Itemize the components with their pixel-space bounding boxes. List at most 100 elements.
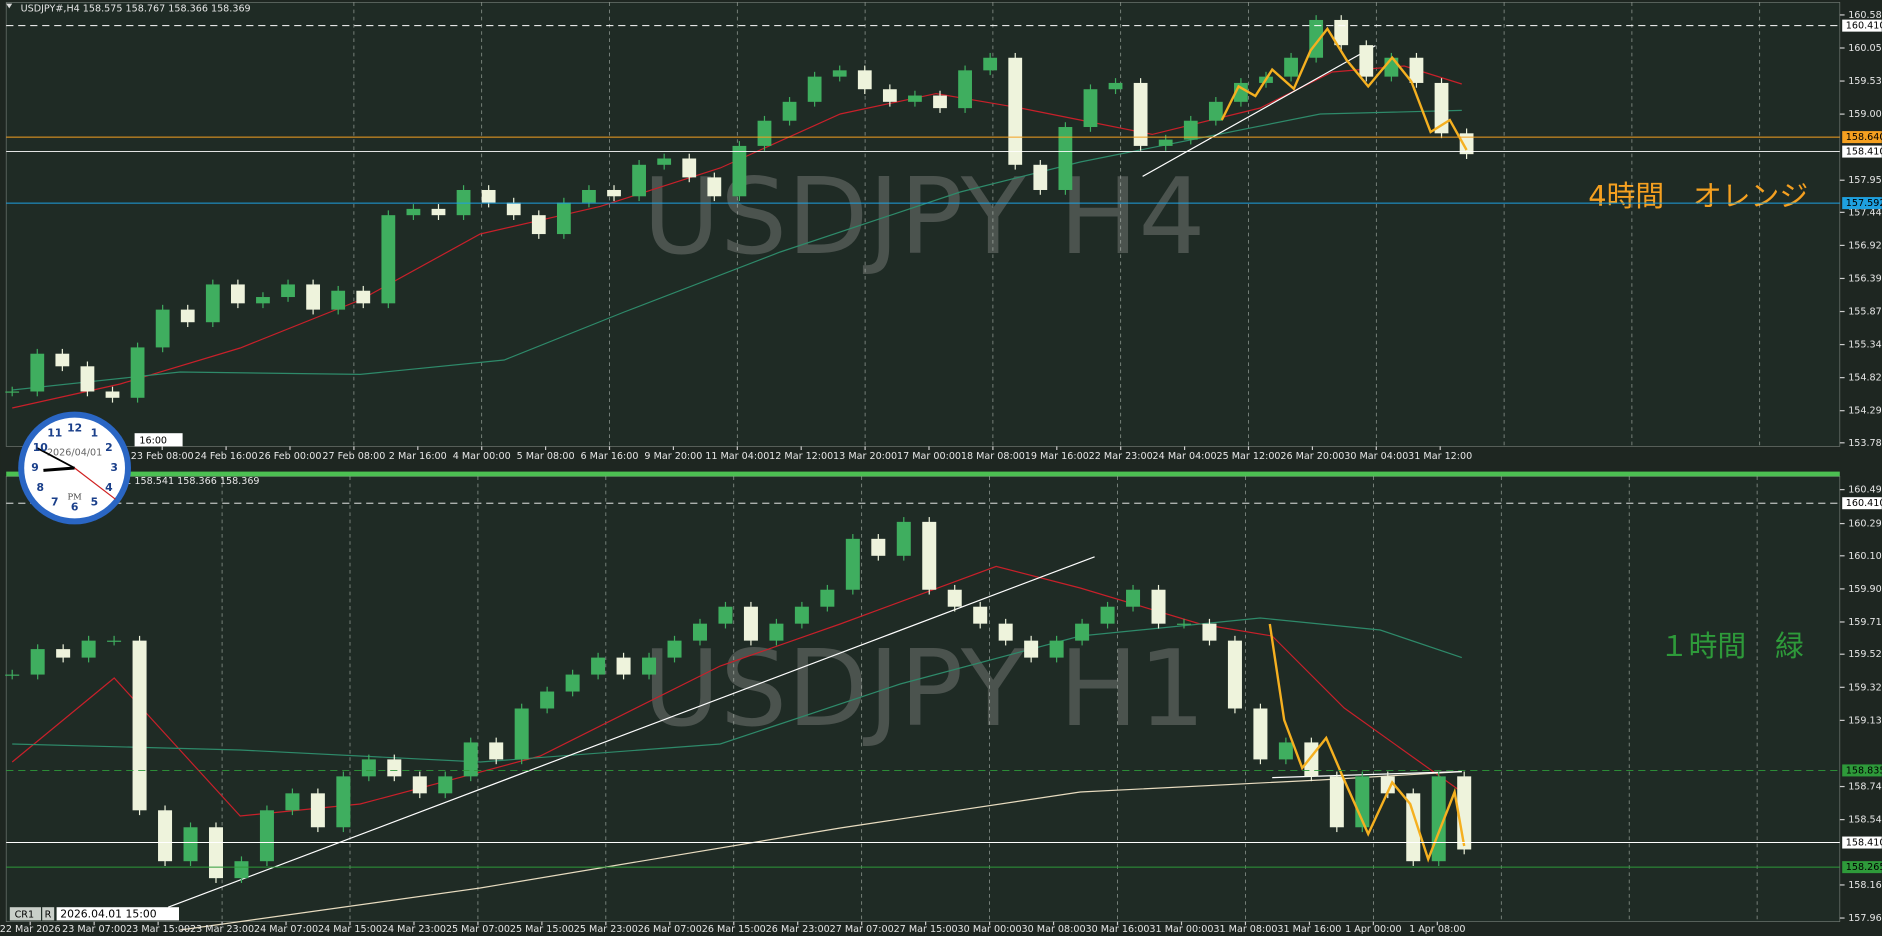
candle bbox=[832, 70, 847, 77]
x-tick-label: 24 Mar 07:00 bbox=[254, 924, 318, 935]
y-tick-label: 159.325 bbox=[1848, 682, 1882, 693]
price-label: 160.410 bbox=[1846, 21, 1882, 32]
candle bbox=[234, 861, 249, 879]
candle bbox=[81, 640, 96, 658]
clock-meridiem: PM bbox=[67, 491, 82, 501]
y-tick-label: 159.710 bbox=[1848, 617, 1882, 628]
y-tick-label: 154.295 bbox=[1848, 406, 1882, 417]
candle bbox=[310, 793, 325, 828]
candle bbox=[616, 657, 631, 675]
price-label-box bbox=[1842, 145, 1882, 158]
candle bbox=[871, 538, 886, 556]
watermarks: USDJPY H4 4時間 オレンジ USDJPY H1 １時間 緑 bbox=[643, 155, 1808, 750]
y-tick-label: 157.965 bbox=[1848, 913, 1882, 924]
y-tick-label: 159.905 bbox=[1848, 584, 1882, 595]
candle bbox=[387, 759, 402, 777]
grid bbox=[221, 2, 1761, 922]
tag-label[interactable]: R bbox=[45, 909, 52, 920]
candle bbox=[1384, 57, 1399, 77]
candle bbox=[896, 521, 911, 556]
x-tick-label: 31 Mar 12:00 bbox=[1408, 451, 1472, 462]
candle bbox=[1151, 589, 1166, 624]
candle bbox=[412, 776, 427, 794]
candle bbox=[908, 95, 922, 102]
x-tick-label: 27 Feb 08:00 bbox=[322, 451, 385, 462]
y-tick-label: 157.445 bbox=[1848, 207, 1882, 218]
candle bbox=[381, 215, 396, 304]
trendline bbox=[1272, 771, 1462, 779]
candle bbox=[657, 158, 672, 165]
tag[interactable] bbox=[42, 907, 55, 921]
x-tick-label: 30 Mar 08:00 bbox=[1022, 924, 1086, 935]
candle bbox=[30, 353, 45, 392]
candle bbox=[718, 606, 733, 624]
candle bbox=[591, 657, 606, 675]
x-tick-label: 25 Mar 12:00 bbox=[1216, 451, 1280, 462]
candle bbox=[56, 649, 71, 658]
candle bbox=[540, 691, 555, 709]
x-tick-label: 30 Mar 00:00 bbox=[958, 924, 1022, 935]
header: USDJPY#,H4 158.575 158.767 158.366 158.3… bbox=[21, 3, 251, 14]
x-tick-label: 26 Mar 07:00 bbox=[638, 924, 702, 935]
price-label-box bbox=[1842, 764, 1882, 777]
price-label-box bbox=[1842, 197, 1882, 210]
x-tick-label: 23 Mar 07:00 bbox=[62, 924, 126, 935]
clock-number: 4 bbox=[105, 481, 113, 494]
candle bbox=[256, 297, 270, 304]
y-tick-label: 155.870 bbox=[1848, 307, 1882, 318]
candle bbox=[632, 164, 646, 197]
candle bbox=[642, 657, 657, 675]
x-tick-label: 30 Mar 04:00 bbox=[1344, 451, 1408, 462]
candle bbox=[531, 215, 546, 235]
candle bbox=[782, 101, 797, 121]
y-tick-label: 153.785 bbox=[1848, 438, 1882, 449]
y-tick-label: 159.130 bbox=[1848, 715, 1882, 726]
candle bbox=[514, 708, 529, 760]
candle bbox=[1176, 623, 1191, 625]
x-tick-label: 22 Mar 2026 bbox=[0, 924, 61, 935]
tag[interactable] bbox=[9, 907, 42, 921]
x-tick-label: 12 Mar 12:00 bbox=[769, 451, 833, 462]
price-label-box bbox=[1842, 836, 1882, 849]
y-tick-label: 155.345 bbox=[1848, 340, 1882, 351]
candle bbox=[1406, 793, 1421, 862]
y-tick-label: 158.545 bbox=[1848, 815, 1882, 826]
candle bbox=[1024, 640, 1039, 658]
candle bbox=[158, 810, 173, 862]
candle bbox=[1284, 57, 1298, 77]
y-tick-label: 159.530 bbox=[1848, 76, 1882, 87]
candle bbox=[973, 606, 988, 624]
candle bbox=[922, 521, 937, 590]
status-time: 2026.04.01 15:00 bbox=[60, 907, 156, 920]
clock-number: 2 bbox=[105, 441, 113, 454]
clock-number: 9 bbox=[31, 461, 39, 474]
candle bbox=[285, 793, 300, 811]
candle bbox=[882, 89, 897, 102]
x-tick-label: 1 Apr 00:00 bbox=[1345, 924, 1401, 935]
x-tick-label: 25 Mar 07:00 bbox=[446, 924, 510, 935]
candle bbox=[431, 208, 446, 216]
x-tick-label: 6 Mar 16:00 bbox=[581, 451, 639, 462]
candle bbox=[565, 674, 580, 692]
tag-label[interactable]: CR1 bbox=[15, 909, 34, 920]
x-tick-label: 11 Mar 04:00 bbox=[705, 451, 769, 462]
candle bbox=[406, 208, 421, 216]
corner-box bbox=[134, 433, 183, 447]
x-tick-label: 31 Mar 08:00 bbox=[1213, 924, 1277, 935]
y-tick-label: 157.955 bbox=[1848, 175, 1882, 186]
candle bbox=[281, 284, 295, 298]
active-bar bbox=[6, 471, 1840, 477]
candle bbox=[1208, 101, 1223, 121]
x-tick-label: 27 Mar 15:00 bbox=[894, 924, 958, 935]
menu-arrow bbox=[6, 3, 13, 9]
candle bbox=[794, 606, 809, 624]
x-tick-label: 24 Mar 23:00 bbox=[382, 924, 446, 935]
x-tick-label: 1 Apr 08:00 bbox=[1409, 924, 1465, 935]
candle bbox=[556, 202, 571, 235]
trendline bbox=[1142, 45, 1376, 177]
y-tick-label: 160.490 bbox=[1848, 485, 1882, 496]
candle bbox=[481, 189, 496, 203]
x-tick-label: 4 Mar 00:00 bbox=[453, 451, 511, 462]
